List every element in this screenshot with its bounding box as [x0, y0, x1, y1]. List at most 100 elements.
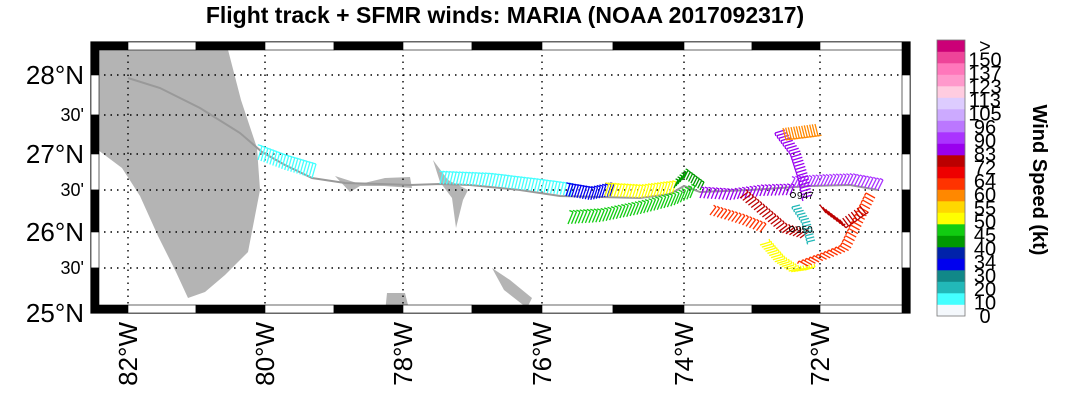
wind-barb [828, 249, 838, 256]
wind-barb [833, 175, 840, 186]
wind-barb [606, 184, 612, 197]
wind-barb-flag [614, 205, 619, 208]
wind-barb [803, 125, 808, 138]
wind-barb-flag [792, 163, 795, 167]
wind-barb-flag [692, 173, 696, 176]
wind-barb [831, 247, 842, 255]
wind-barb-flag [862, 174, 867, 178]
wind-barb [536, 179, 542, 192]
wind-barb-flag [638, 184, 643, 187]
colorbar-swatch [937, 178, 965, 190]
wind-barb-flag [841, 238, 845, 243]
lon-tick-label: 72°W [805, 322, 835, 386]
wind-barb [799, 184, 811, 190]
colorbar-tick-label: 137 [968, 63, 1001, 85]
wind-barb [622, 205, 629, 218]
frame-segment [471, 41, 543, 51]
colorbar-tick-label: 105 [968, 104, 1001, 126]
wind-barb [785, 184, 791, 196]
wind-barb [587, 187, 593, 200]
wind-barb-flag [783, 183, 787, 186]
colorbar-tick-label: 55 [974, 198, 996, 220]
wind-barb [613, 184, 619, 197]
wind-barb [877, 179, 884, 191]
wind-barb-flag [603, 207, 609, 210]
wind-barb [779, 261, 790, 266]
wind-barb-flag [860, 199, 864, 204]
colorbar-swatch [937, 63, 965, 75]
wind-barb-flag [773, 245, 777, 249]
wind-barb [770, 253, 782, 259]
colorbar-tick-label: 64 [974, 171, 996, 193]
lat-tick-label: 30' [61, 258, 84, 278]
wind-barb-flag [719, 187, 724, 190]
lon-tick-label: 82°W [113, 322, 143, 386]
wind-barb-flag [830, 248, 833, 252]
wind-barb [806, 176, 813, 188]
wind-barb-flag [671, 192, 677, 195]
wind-barb-flag [796, 260, 800, 265]
wind-barb [842, 217, 850, 227]
wind-barb-flag [712, 186, 716, 190]
wind-barb [690, 174, 696, 184]
colorbar-swatch [937, 40, 965, 52]
lat-tick-label: 30' [61, 105, 84, 125]
wind-barb-flag [840, 242, 843, 246]
frame-segment [264, 304, 335, 314]
colorbar-tick-label: 96 [974, 117, 996, 139]
wind-barb [804, 229, 813, 234]
wind-barb-flag [629, 183, 634, 187]
wind-barb [445, 172, 451, 185]
wind-barb [305, 162, 311, 177]
frame-segment [195, 41, 266, 51]
wind-barb [738, 215, 746, 225]
wind-barb [523, 178, 529, 191]
wind-barb [540, 179, 545, 193]
wind-barb-flag [546, 179, 551, 182]
wind-barb-flag [601, 183, 607, 187]
wind-barb-flag [617, 204, 622, 208]
wind-barb-flag [839, 173, 843, 176]
wind-barb-flag [701, 180, 705, 183]
wind-barb [682, 188, 690, 202]
wind-barb [785, 127, 790, 140]
wind-barb [855, 213, 866, 220]
wind-barb-flag [863, 192, 867, 197]
wind-barb [311, 163, 317, 179]
wind-barb-flag [791, 206, 794, 210]
colorbar-swatch [937, 143, 965, 156]
wind-barb [819, 204, 827, 214]
wind-barb-flag [800, 259, 804, 263]
wind-barb-flag [869, 176, 874, 179]
wind-barb-flag [614, 182, 619, 186]
wind-barb [619, 184, 625, 198]
wind-barb [786, 265, 797, 271]
wind-barb [631, 185, 638, 198]
lon-tick-label: 78°W [388, 322, 418, 386]
wind-barb [860, 203, 871, 210]
wind-barb [598, 209, 605, 223]
wind-barb-flag [610, 206, 615, 209]
wind-barb-flag [700, 186, 705, 189]
wind-barb-flag [794, 169, 797, 173]
wind-barb [787, 127, 792, 140]
wind-barb [857, 176, 864, 187]
colorbar-swatch [937, 155, 965, 167]
wind-barb-flag [754, 196, 757, 200]
frame-segment [901, 231, 911, 269]
wind-barb [837, 175, 844, 186]
wind-barb-flag [596, 208, 602, 211]
wind-barb-flag [825, 173, 830, 177]
wind-barb-flag [773, 213, 777, 217]
wind-barb-flag [696, 176, 700, 180]
wind-barb [836, 217, 844, 227]
wind-barb [263, 148, 269, 163]
colorbar-swatch [937, 258, 965, 271]
frame-segment [471, 304, 543, 314]
wind-barb [799, 231, 809, 239]
wind-barb-flag [687, 170, 691, 173]
wind-barb [475, 173, 480, 186]
wind-barb [287, 156, 293, 171]
frame-segment [90, 153, 100, 191]
wind-barb [798, 215, 808, 219]
